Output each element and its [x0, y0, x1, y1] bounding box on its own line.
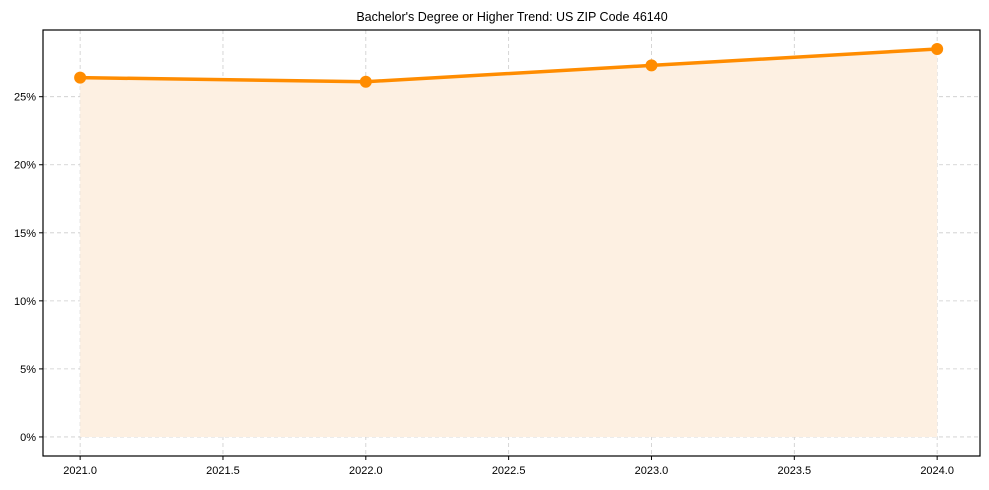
plot-area-frame	[42, 29, 981, 457]
x-tick-label: 2023.0	[635, 465, 669, 477]
x-tick-label: 2024.0	[920, 465, 954, 477]
x-tick-label: 2021.5	[206, 465, 240, 477]
data-point-marker	[74, 71, 87, 84]
data-line	[78, 47, 939, 84]
x-tick-label: 2023.5	[777, 465, 811, 477]
area-fill	[80, 49, 938, 437]
data-point-marker	[359, 75, 372, 88]
x-tick-label: 2022.5	[492, 465, 526, 477]
x-tick-label: 2021.0	[63, 465, 97, 477]
y-tick-label: 25%	[14, 92, 36, 104]
y-tick-label: 15%	[14, 228, 36, 240]
x-axis: 2021.0 2021.5 2022.0 2022.5 2023.0 2023.5 2024…	[63, 456, 954, 477]
y-tick-label: 10%	[14, 296, 36, 308]
y-tick-label: 20%	[14, 160, 36, 172]
data-markers	[74, 43, 944, 88]
data-point-marker	[645, 59, 658, 72]
chart-title: Bachelor's Degree or Higher Trend: US ZI…	[356, 10, 667, 24]
y-tick-label: 5%	[20, 364, 36, 376]
y-tick-label: 0%	[20, 432, 36, 444]
data-point-marker	[931, 43, 944, 56]
x-tick-label: 2022.0	[349, 465, 383, 477]
y-axis: 0% 5% 10% 15% 20% 25%	[14, 92, 43, 444]
